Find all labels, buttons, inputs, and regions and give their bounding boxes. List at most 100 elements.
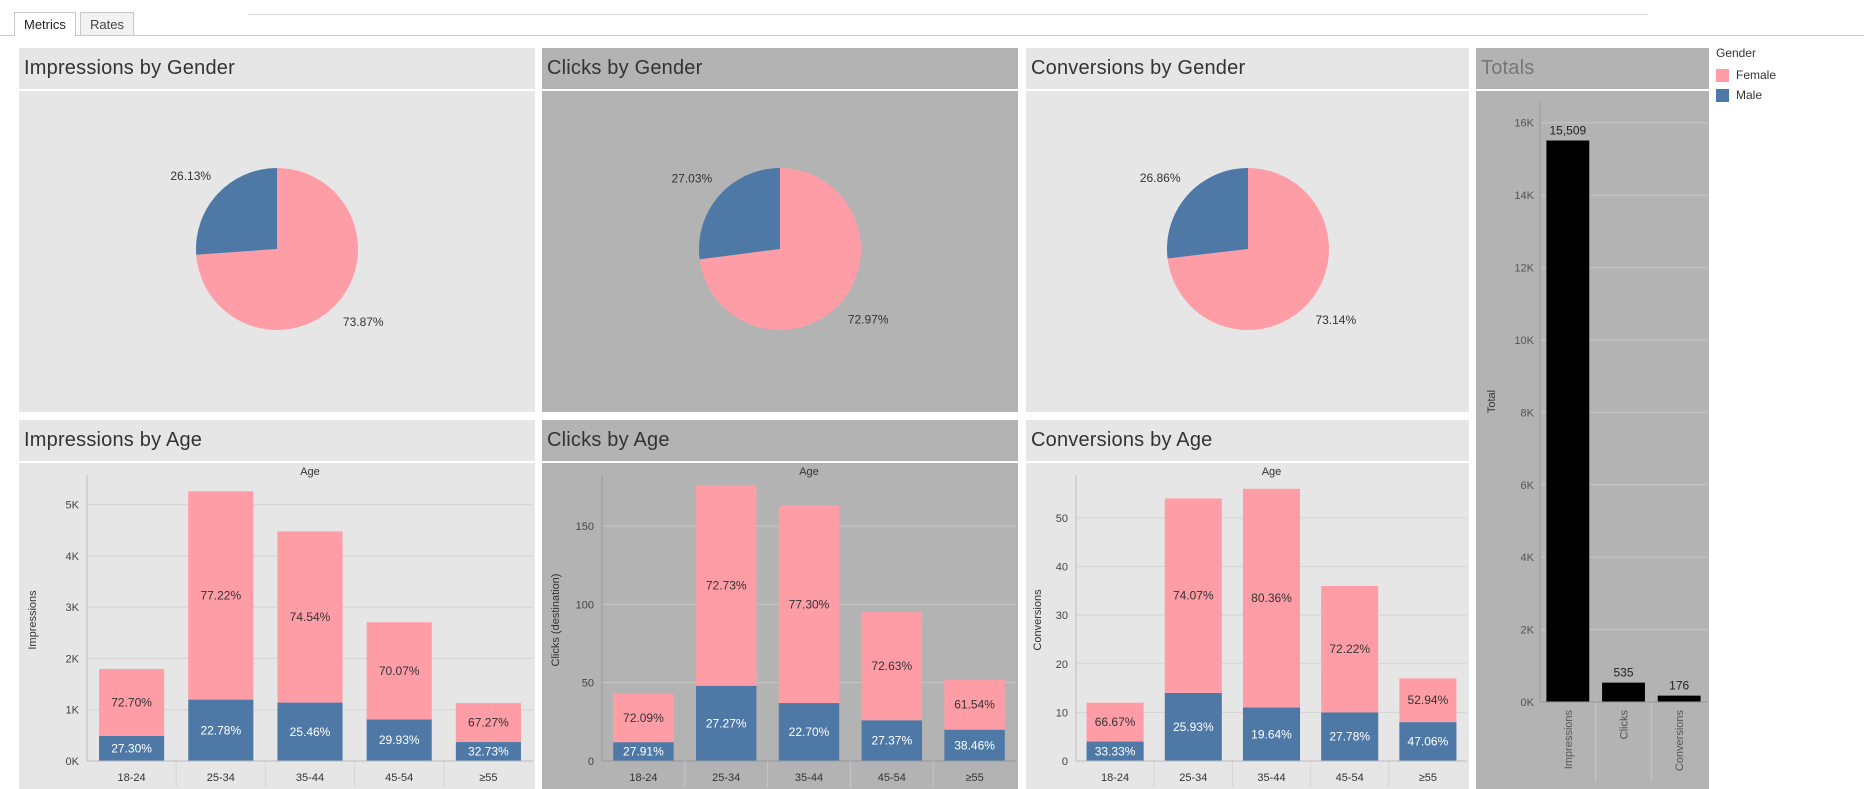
bar-label-female: 61.54% (954, 698, 995, 712)
bar-segment-female (1242, 488, 1301, 708)
panel-title: Conversions by Age (1031, 429, 1213, 451)
conversions-by-gender-panel: Conversions by Gender 26.86% 73.14% (1026, 48, 1469, 412)
x-tick-label: Impressions (1563, 710, 1575, 770)
x-tick-label: 45-54 (878, 772, 906, 784)
bar-label-female: 74.54% (290, 610, 331, 624)
gender-legend: Gender Female Male (1716, 46, 1776, 105)
bar-label-female: 77.22% (200, 588, 241, 602)
bar-segment-female (455, 703, 521, 743)
y-tick-label: 10K (1514, 335, 1534, 347)
bar-segment-male (366, 719, 432, 761)
panel-title: Clicks by Gender (547, 57, 703, 79)
panel-header: Clicks by Age (542, 420, 1018, 461)
bar-label-male: 32.73% (468, 745, 509, 759)
pie-label-female: 73.87% (343, 315, 384, 329)
bar-segment-female (778, 505, 840, 704)
tab-rates[interactable]: Rates (80, 12, 134, 35)
pie-slice-female (1167, 168, 1329, 330)
legend-item-female[interactable]: Female (1716, 65, 1776, 85)
bar-label-male: 27.91% (623, 745, 664, 759)
pie-slice-male (699, 168, 780, 260)
bar-label-male: 25.93% (1173, 720, 1214, 734)
y-tick-label: 5K (66, 500, 80, 512)
x-tick-label: ≥55 (479, 772, 497, 784)
y-tick-label: 4K (1521, 552, 1535, 564)
bar-segment-male (1086, 741, 1144, 761)
totals-panel: Totals Total 0K 2K 4K 6K 8K 10K 12K 14K 16K 15,509… (1476, 48, 1709, 789)
panel-title: Conversions by Gender (1031, 57, 1246, 79)
pie-label-female: 73.14% (1315, 313, 1356, 327)
total-bar (1546, 140, 1590, 702)
x-tick-label: 35-44 (1257, 772, 1285, 784)
pie-label-female: 72.97% (848, 313, 889, 327)
bar-segment-male (861, 720, 923, 761)
y-tick-label: 8K (1521, 407, 1535, 419)
toolbar-divider (248, 14, 1648, 15)
panel-title: Impressions by Age (24, 429, 203, 451)
bar-segment-male (613, 742, 674, 761)
y-tick-label: 0K (1521, 697, 1535, 709)
y-tick-label: 4K (66, 551, 80, 563)
pie-slice-female (196, 168, 358, 330)
bar-value-label: 535 (1613, 666, 1633, 680)
x-tick-label: Clicks (1619, 710, 1631, 740)
tab-bar: Metrics Rates (0, 0, 1864, 37)
x-tick-label: ≥55 (1419, 772, 1437, 784)
conversions-by-gender-pie: 26.86% 73.14% (1140, 168, 1356, 330)
x-axis-title: Age (799, 466, 819, 478)
y-tick-label: 3K (66, 602, 80, 614)
bar-segment-female (944, 679, 1005, 730)
tab-bar-divider (0, 35, 1864, 36)
bar-segment-female (861, 612, 923, 721)
bar-label-female: 67.27% (468, 716, 509, 730)
bar-label-female: 72.63% (871, 659, 912, 673)
y-tick-label: 50 (582, 678, 594, 690)
x-tick-label: 45-54 (1336, 772, 1364, 784)
bar-value-label: 176 (1669, 679, 1689, 693)
panel-header: Conversions by Gender (1026, 48, 1469, 89)
bar-segment-male (188, 699, 254, 761)
pie-label-male: 27.03% (671, 171, 712, 185)
legend-item-male[interactable]: Male (1716, 85, 1776, 105)
panel-body: 26.13% 73.87% (19, 91, 535, 412)
y-tick-label: 12K (1514, 263, 1534, 275)
clicks-by-gender-panel: Clicks by Gender 27.03% 72.97% (542, 48, 1018, 412)
panel-header: Impressions by Age (19, 420, 535, 461)
y-tick-label: 6K (1521, 480, 1535, 492)
panel-title: Totals (1481, 57, 1535, 79)
panel-header: Clicks by Gender (542, 48, 1018, 89)
bar-segment-female (1399, 678, 1457, 723)
y-tick-label: 10 (1056, 707, 1068, 719)
bar-label-male: 38.46% (954, 738, 995, 752)
panel-body: 27.03% 72.97% (542, 91, 1018, 412)
tab-metrics[interactable]: Metrics (14, 12, 76, 36)
x-tick-label: 18-24 (629, 772, 657, 784)
conversions-by-age-chart: Age Conversions 0 10 20 30 40 50 33.33% 66.67% 18-… (1032, 466, 1467, 787)
legend-swatch-male (1716, 88, 1729, 102)
bar-label-male: 19.64% (1251, 727, 1292, 741)
bar-segment-female (188, 491, 254, 700)
legend-label: Male (1736, 88, 1763, 102)
bar-segment-female (277, 531, 343, 703)
pie-slice-male (1167, 168, 1248, 259)
bar-label-male: 27.27% (706, 716, 747, 730)
x-axis-title: Age (300, 466, 320, 478)
bar-label-male: 29.93% (379, 733, 420, 747)
bar-label-female: 74.07% (1173, 589, 1214, 603)
bar-segment-male (695, 685, 757, 761)
legend-swatch-female (1716, 68, 1729, 82)
x-tick-label: Conversions (1674, 710, 1686, 772)
y-tick-label: 1K (66, 705, 80, 717)
bar-segment-male (455, 742, 521, 761)
panel-title: Clicks by Age (547, 429, 670, 451)
conversions-by-age-panel: Conversions by Age Age Conversions 0 10 20 30… (1026, 420, 1469, 789)
y-axis-title: Total (1486, 390, 1498, 413)
pie-slice-male (196, 168, 277, 255)
pie-label-male: 26.13% (170, 169, 211, 183)
y-tick-label: 16K (1514, 118, 1534, 130)
clicks-by-age-panel: Clicks by Age Age Clicks (destination) 0 50… (542, 420, 1018, 789)
bar-label-female: 72.73% (706, 579, 747, 593)
bar-segment-male (277, 702, 343, 761)
x-tick-label: ≥55 (965, 772, 983, 784)
x-axis-title: Age (1262, 466, 1282, 478)
